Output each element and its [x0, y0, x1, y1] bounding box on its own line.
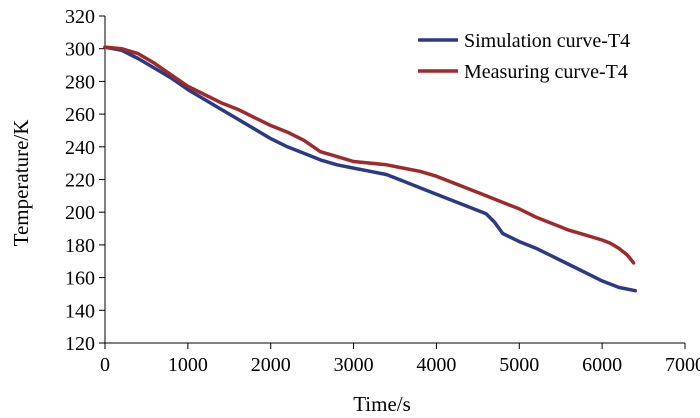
x-axis-title: Time/s: [353, 392, 411, 416]
y-tick-label: 180: [65, 235, 95, 257]
series-line-simulation: [103, 45, 638, 293]
x-tick-label: 3000: [334, 354, 374, 376]
legend-label: Simulation curve-T4: [464, 30, 630, 52]
y-tick-label: 140: [65, 300, 95, 322]
x-tick-label: 7000: [665, 354, 700, 376]
legend-label: Measuring curve-T4: [464, 61, 628, 83]
y-axis-title: Temperature/K: [9, 120, 33, 247]
series-line-measuring: [103, 45, 636, 265]
y-tick-label: 320: [65, 6, 95, 28]
y-tick-label: 220: [65, 170, 95, 192]
x-tick-label: 4000: [416, 354, 456, 376]
y-axis-ticks: 120 140 160 180 200 220 240 260 280 300 320: [65, 6, 105, 355]
y-tick-label: 260: [65, 104, 95, 126]
y-tick-label: 240: [65, 137, 95, 159]
legend: Simulation curve-T4 Measuring curve-T4: [418, 30, 630, 83]
x-axis-ticks: 0 1000 2000 3000 4000 5000 6000 7000: [100, 343, 700, 376]
x-tick-label: 5000: [499, 354, 539, 376]
x-tick-label: 1000: [168, 354, 208, 376]
y-tick-label: 200: [65, 202, 95, 224]
x-tick-label: 2000: [251, 354, 291, 376]
y-tick-label: 300: [65, 39, 95, 61]
y-tick-label: 280: [65, 71, 95, 93]
x-tick-label: 0: [100, 354, 110, 376]
x-tick-label: 6000: [582, 354, 622, 376]
y-tick-label: 160: [65, 268, 95, 290]
series-group: [103, 45, 638, 293]
y-tick-label: 120: [65, 333, 95, 355]
